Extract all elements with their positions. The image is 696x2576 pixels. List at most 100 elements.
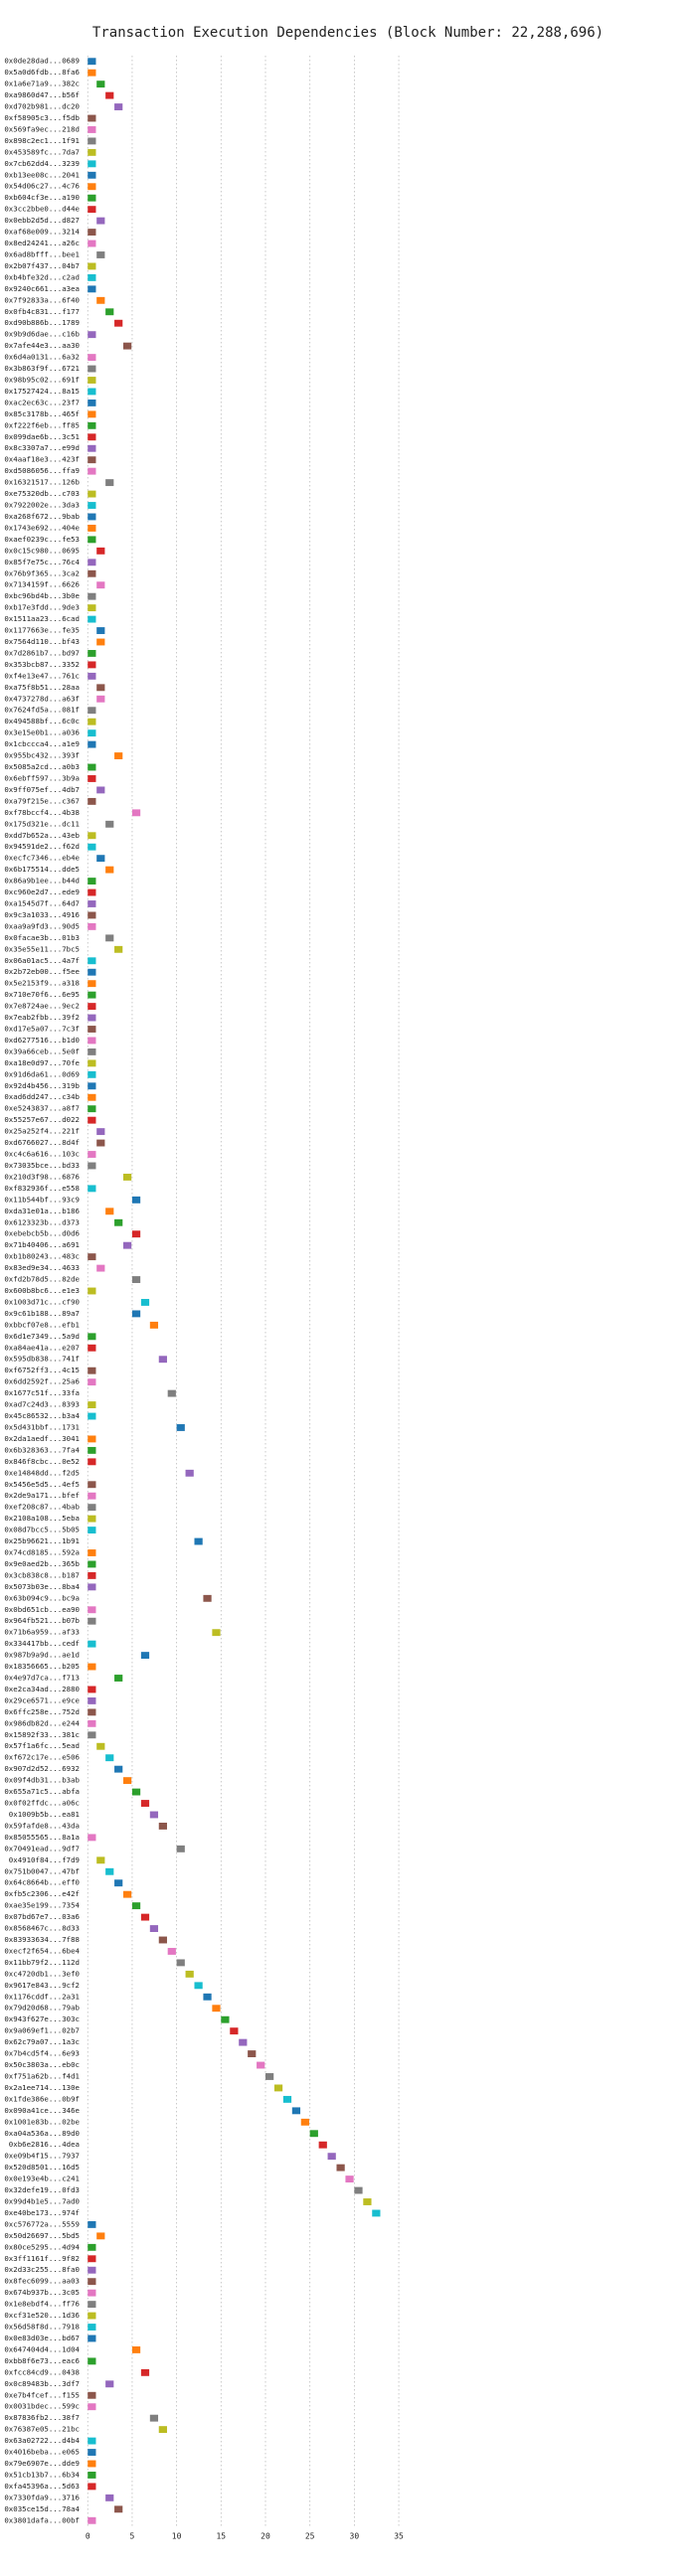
y-tick-label: 0x8568467c...8d33 <box>4 1924 80 1933</box>
y-tick-label: 0x50c3803a...eb0c <box>4 2060 80 2069</box>
y-tick-label: 0x7eab2fbb...39f2 <box>4 1013 80 1022</box>
bar <box>131 1196 141 1204</box>
bar <box>87 832 96 840</box>
y-tick-label: 0x2d33c255...8fa0 <box>4 2265 80 2274</box>
y-tick-label: 0xc4720db1...3ef0 <box>4 1969 80 1978</box>
bar <box>87 1458 96 1466</box>
y-tick-label: 0xac2ec63c...23f7 <box>4 398 80 406</box>
y-tick-label: 0x943f627e...303c <box>4 2014 80 2023</box>
y-tick-label: 0x5073b03e...8ba4 <box>4 1582 80 1591</box>
bar <box>87 1435 96 1443</box>
bar <box>131 2345 141 2353</box>
bar <box>282 2095 292 2103</box>
y-tick-label: 0x71b6a959...af33 <box>4 1628 80 1637</box>
bar <box>87 900 96 907</box>
y-tick-label: 0x98b95c02...691f <box>4 376 80 385</box>
bar <box>87 1253 96 1261</box>
bar <box>87 1583 96 1591</box>
bar <box>318 2141 327 2149</box>
bar <box>87 1640 96 1648</box>
y-tick-label: 0x0e83d03e...bd67 <box>4 2334 80 2342</box>
y-tick-label: 0xfd2b78d5...82de <box>4 1275 80 1284</box>
bar <box>194 1982 203 1990</box>
y-tick-label: 0xda31e01a...b186 <box>4 1207 80 1215</box>
y-tick-label: 0x0facae3b...01b3 <box>4 933 80 942</box>
bar <box>87 1504 96 1512</box>
bar <box>203 1594 212 1602</box>
bar <box>87 1481 96 1489</box>
bar <box>87 1014 96 1022</box>
y-tick-label: 0x3cb838c8...b187 <box>4 1570 80 1579</box>
bar <box>158 1823 167 1830</box>
bar <box>123 342 132 350</box>
bar <box>87 650 96 657</box>
y-tick-label: 0x29ce6571...e9ce <box>4 1695 80 1704</box>
bar <box>221 2015 230 2023</box>
y-tick-label: 0xf6752ff3...4c15 <box>4 1366 80 1374</box>
bar <box>149 1321 159 1329</box>
y-tick-label: 0xe2ca34ad...2880 <box>4 1685 80 1693</box>
y-tick-label: 0x87836fb2...38f7 <box>4 2413 80 2422</box>
bar <box>105 2380 114 2388</box>
bar <box>87 2324 96 2331</box>
bar <box>87 718 96 725</box>
y-tick-label: 0x751b0047...47bf <box>4 1866 80 1875</box>
y-tick-label: 0x3cc2bbe0...d44e <box>4 205 80 214</box>
bar <box>114 2505 123 2513</box>
y-tick-label: 0x9c61b188...89a7 <box>4 1309 80 1318</box>
y-tick-label: 0x15892f33...381c <box>4 1730 80 1739</box>
bar <box>87 1560 96 1568</box>
x-tick-label: 5 <box>130 2532 135 2541</box>
y-tick-label: 0x3801dafa...00bf <box>4 2515 80 2524</box>
y-tick-label: 0x898c2ec1...1f91 <box>4 136 80 145</box>
bar <box>114 1675 123 1682</box>
bar <box>87 2301 96 2309</box>
y-tick-label: 0x80ce5295...4d94 <box>4 2242 80 2251</box>
bar <box>87 2289 96 2297</box>
y-tick-label: 0xa75f8b51...28aa <box>4 683 80 692</box>
y-tick-label: 0x600b8bc6...e1e3 <box>4 1286 80 1295</box>
bar <box>87 559 96 566</box>
y-tick-label: 0x674b937b...3c05 <box>4 2288 80 2297</box>
bar <box>87 444 96 452</box>
bar <box>105 308 114 316</box>
y-tick-label: 0x92d4b456...319b <box>4 1081 80 1090</box>
y-tick-label: 0xbbcf07e8...efb1 <box>4 1320 80 1329</box>
bar <box>345 2175 354 2183</box>
bar <box>87 1333 96 1341</box>
bar <box>87 1446 96 1454</box>
y-tick-label: 0x1cbccca4...a1e9 <box>4 739 80 748</box>
y-tick-label: 0x55257e67...d022 <box>4 1115 80 1124</box>
y-tick-label: 0x9e0aed2b...365b <box>4 1559 80 1568</box>
y-tick-label: 0xb604cf3e...a190 <box>4 193 80 202</box>
bar <box>87 1719 96 1727</box>
y-tick-label: 0x6ad8bfff...bee1 <box>4 249 80 258</box>
y-tick-label: 0x334417bb...cedf <box>4 1639 80 1648</box>
y-tick-label: 0x8fec6099...aa03 <box>4 2277 80 2286</box>
y-tick-label: 0x4737278d...a63f <box>4 694 80 703</box>
y-tick-label: 0x1001e83b...02be <box>4 2117 80 2126</box>
y-tick-label: 0xf4e13e47...761c <box>4 671 80 680</box>
bar <box>96 80 105 88</box>
y-tick-label: 0x595db838...741f <box>4 1355 80 1364</box>
y-tick-label: 0xb13ee08c...2041 <box>4 170 80 179</box>
bar <box>87 502 96 509</box>
bar <box>87 672 96 680</box>
bar <box>87 1105 96 1113</box>
y-tick-label: 0x6d4a0131...6a32 <box>4 353 80 362</box>
y-tick-label: 0x76387e05...21bc <box>4 2425 80 2434</box>
bar <box>87 2220 96 2228</box>
y-tick-label: 0xf751a62b...f4d1 <box>4 2071 80 2080</box>
y-tick-label: 0x494588bf...6c0c <box>4 717 80 725</box>
bar <box>87 1093 96 1101</box>
y-tick-label: 0x0fb4c831...f177 <box>4 307 80 316</box>
y-tick-label: 0xf222f6eb...ff85 <box>4 420 80 429</box>
bar <box>96 695 105 703</box>
bar <box>87 1401 96 1408</box>
bar <box>354 2186 363 2194</box>
bar <box>87 1571 96 1579</box>
y-tick-label: 0xe09b4f15...7937 <box>4 2152 80 2161</box>
bar <box>87 456 96 464</box>
y-tick-label: 0x964fb521...b07b <box>4 1616 80 1625</box>
y-tick-label: 0x3b863f9f...6721 <box>4 364 80 373</box>
